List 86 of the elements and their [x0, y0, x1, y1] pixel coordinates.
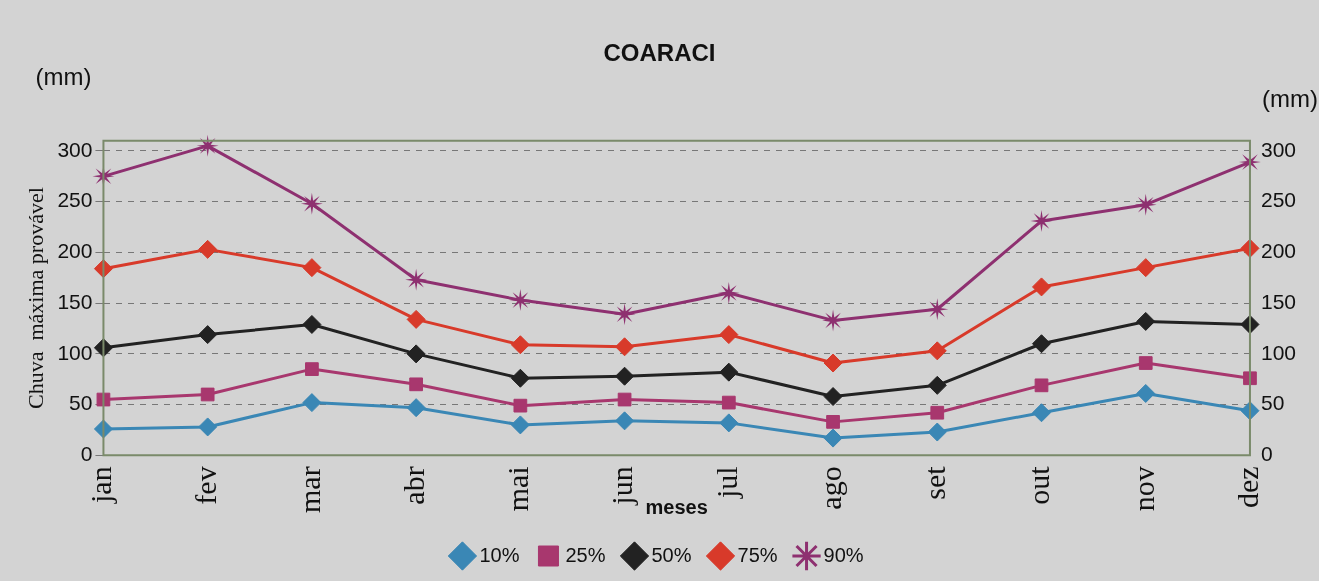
- x-tick-label: fev: [188, 466, 222, 505]
- point: [823, 353, 843, 373]
- point: [302, 258, 322, 278]
- legend-label: 50%: [651, 543, 692, 566]
- point: [1034, 378, 1049, 393]
- point: [1134, 193, 1157, 216]
- chart-title: COARACI: [603, 39, 716, 67]
- x-tick-label: mar: [292, 466, 326, 513]
- x-tick-label: jul: [709, 466, 743, 500]
- x-tick-label: jan: [84, 466, 118, 505]
- y2-tick-label: 250: [1260, 188, 1297, 212]
- y2-tick-label: 300: [1260, 137, 1297, 161]
- x-tick-label: ago: [813, 466, 847, 510]
- point: [1136, 383, 1156, 403]
- point: [615, 411, 635, 431]
- point: [513, 398, 528, 413]
- y-tick-label: 150: [57, 289, 93, 313]
- point: [302, 393, 322, 413]
- point: [926, 298, 949, 321]
- point: [719, 325, 739, 345]
- point: [198, 239, 218, 259]
- point: [823, 387, 843, 407]
- y2-tick-label: 150: [1260, 289, 1297, 313]
- point: [300, 192, 323, 215]
- point: [1030, 209, 1053, 232]
- legend-label: 75%: [737, 543, 778, 566]
- point: [617, 392, 632, 407]
- point: [409, 377, 423, 392]
- y2-tick-label: 50: [1260, 391, 1285, 415]
- point: [719, 362, 739, 382]
- point: [198, 325, 218, 345]
- x-tick-label: jun: [605, 466, 639, 506]
- x-tick-label: out: [1022, 465, 1056, 505]
- point: [406, 398, 426, 418]
- y-tick-label: 100: [57, 340, 93, 364]
- x-tick-label: nov: [1126, 466, 1160, 512]
- legend-label: 10%: [479, 543, 520, 566]
- point: [615, 366, 635, 386]
- point: [927, 341, 947, 361]
- y2-tick-label: 200: [1260, 239, 1297, 263]
- y2-tick-label: 0: [1260, 442, 1273, 466]
- x-tick-label: abr: [397, 466, 430, 505]
- point: [1032, 403, 1051, 423]
- point: [510, 415, 530, 435]
- point: [613, 303, 636, 326]
- point: [405, 268, 428, 291]
- point: [96, 392, 111, 407]
- y-tick-label: 50: [69, 391, 93, 415]
- y-tick-label: 0: [80, 442, 93, 466]
- x-tick-label: mai: [501, 466, 535, 512]
- y-tick-label: 200: [57, 239, 93, 263]
- point: [198, 417, 218, 437]
- y-tick-label: 300: [57, 137, 93, 161]
- x-axis-title: meses: [645, 495, 708, 518]
- text: (mm): [1261, 84, 1318, 112]
- point: [1136, 311, 1156, 331]
- point: [302, 314, 322, 334]
- x-tick-label: dez: [1230, 466, 1264, 508]
- point: [826, 415, 840, 429]
- legend-label: 25%: [565, 543, 606, 566]
- point: [1032, 277, 1051, 297]
- y2-tick-label: 100: [1260, 340, 1297, 364]
- point: [510, 368, 530, 388]
- point: [1032, 334, 1051, 354]
- point: [615, 337, 635, 357]
- point: [93, 338, 113, 358]
- point: [305, 362, 319, 376]
- point: [823, 428, 843, 448]
- point: [406, 309, 426, 329]
- point: [927, 422, 947, 442]
- point: [510, 335, 530, 355]
- point: [721, 395, 736, 410]
- x-tick-label: set: [918, 465, 952, 500]
- point: [927, 375, 947, 395]
- point: [509, 289, 532, 312]
- y-tick-label: 250: [57, 188, 93, 212]
- y-axis-title: Chuva máxima provável: [22, 187, 48, 409]
- point: [1138, 356, 1153, 370]
- point: [719, 413, 739, 433]
- legend-label: 90%: [823, 543, 864, 566]
- text: (mm): [35, 62, 92, 90]
- point: [406, 344, 426, 364]
- point: [1136, 258, 1156, 278]
- point: [200, 387, 215, 402]
- point: [1243, 371, 1257, 386]
- point: [930, 405, 945, 420]
